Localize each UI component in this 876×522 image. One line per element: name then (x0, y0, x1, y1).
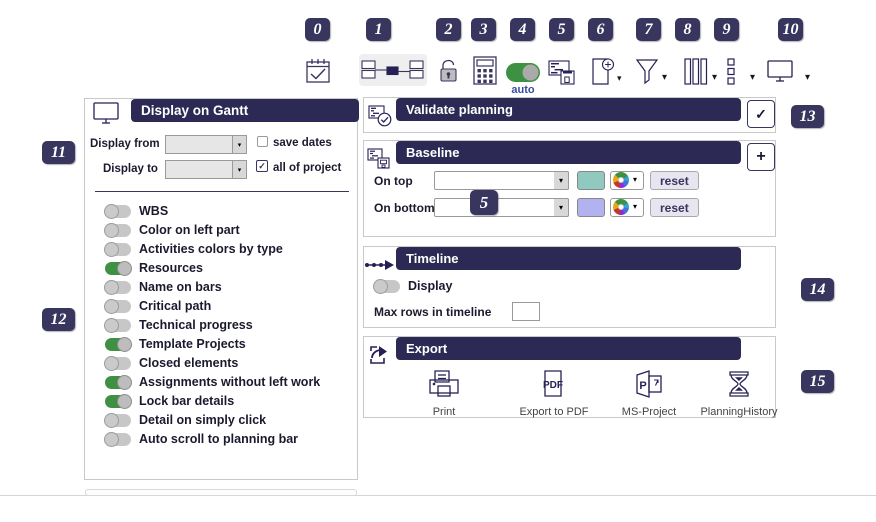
svg-text:PDF: PDF (543, 380, 563, 391)
svg-text:P: P (639, 380, 646, 392)
